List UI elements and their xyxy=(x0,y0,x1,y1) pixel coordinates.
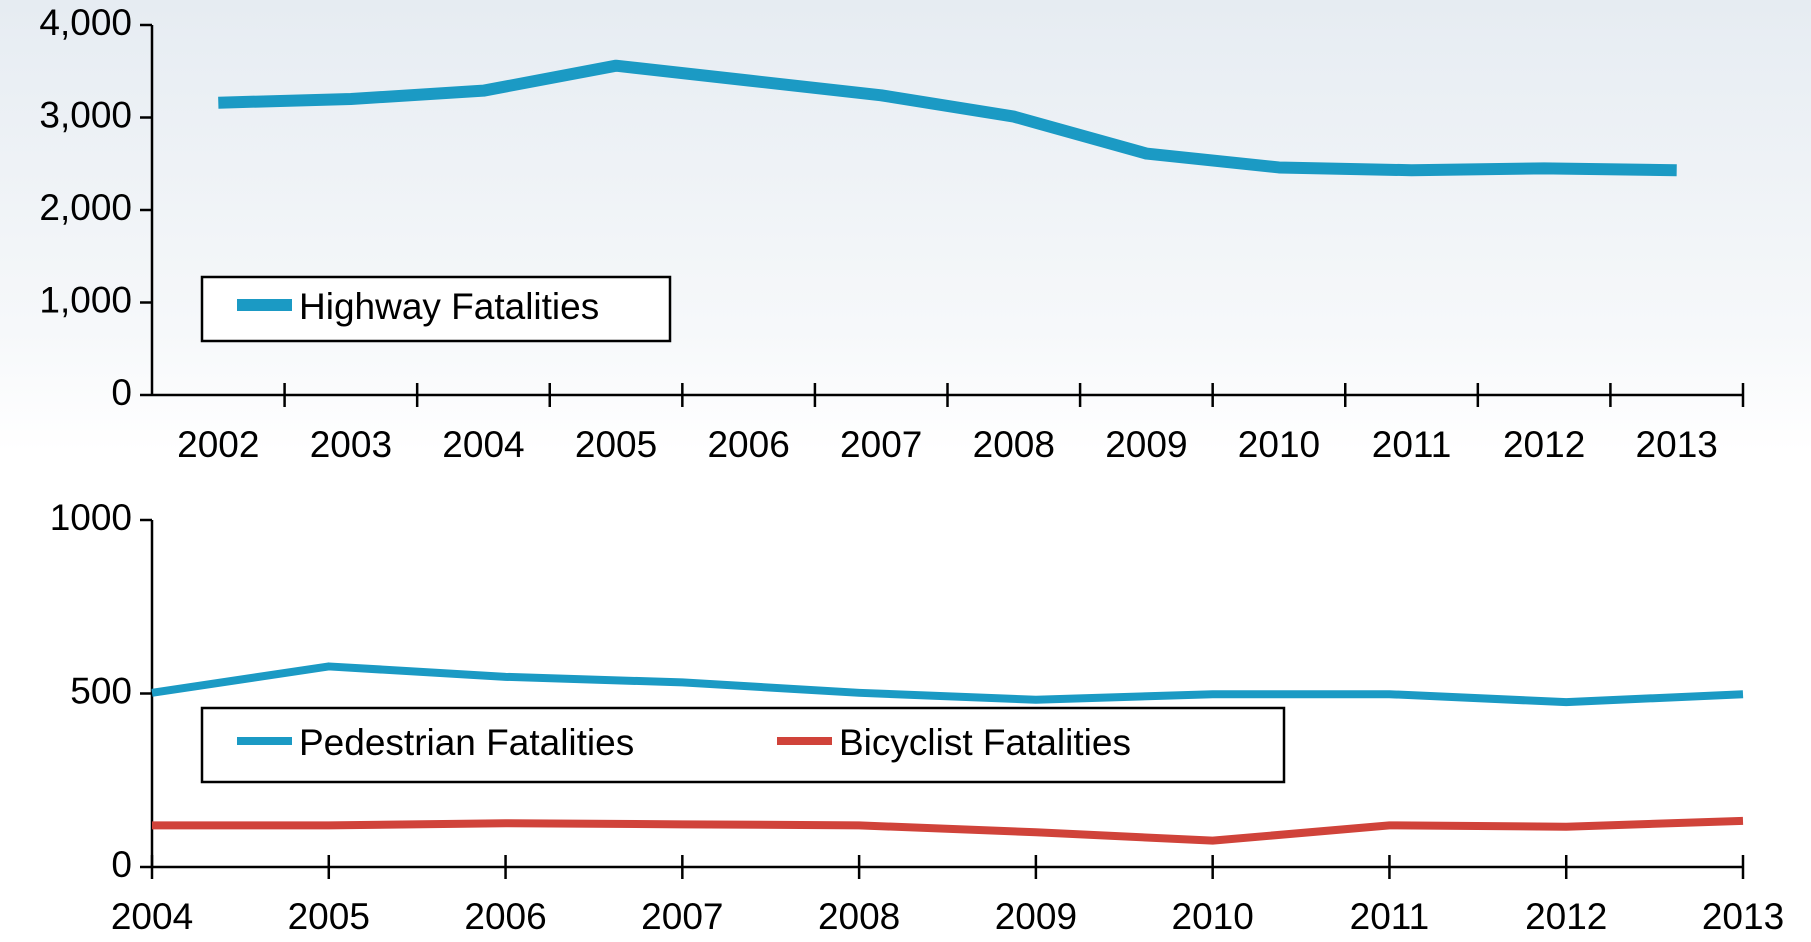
x-tick-label: 2006 xyxy=(707,424,789,465)
y-tick-label: 0 xyxy=(111,844,132,885)
chart: 2002 2003 2004 2005 2006 2007 2008 2009 2010 2011… xyxy=(0,0,1811,942)
y-tick-label: 2,000 xyxy=(39,187,132,228)
x-tick-label: 2004 xyxy=(111,896,193,937)
x-tick-label: 2008 xyxy=(818,896,900,937)
x-tick-label: 2007 xyxy=(840,424,922,465)
y-tick-label: 500 xyxy=(70,670,132,711)
x-tick-label: 2002 xyxy=(177,424,259,465)
x-tick-label: 2005 xyxy=(288,896,370,937)
y-tick-label: 4,000 xyxy=(39,2,132,43)
x-tick-label: 2013 xyxy=(1702,896,1784,937)
x-tick-label: 2004 xyxy=(442,424,524,465)
x-tick-label: 2009 xyxy=(995,896,1077,937)
y-tick-label: 3,000 xyxy=(39,94,132,135)
legend-label: Highway Fatalities xyxy=(299,286,599,327)
x-tick-label: 2011 xyxy=(1372,424,1452,465)
x-tick-label: 2012 xyxy=(1503,424,1585,465)
legend-label: Pedestrian Fatalities xyxy=(299,722,634,763)
series-line xyxy=(152,821,1743,841)
x-tick-label: 2012 xyxy=(1525,896,1607,937)
legend-label: Bicyclist Fatalities xyxy=(839,722,1131,763)
x-tick-label: 2011 xyxy=(1350,896,1430,937)
y-tick-label: 1000 xyxy=(50,497,132,538)
x-tick-label: 2007 xyxy=(641,896,723,937)
y-tick-label: 0 xyxy=(111,372,132,413)
x-tick-label: 2009 xyxy=(1105,424,1187,465)
x-tick-label: 2008 xyxy=(973,424,1055,465)
x-tick-label: 2013 xyxy=(1636,424,1718,465)
y-tick-label: 1,000 xyxy=(39,279,132,320)
x-tick-label: 2003 xyxy=(310,424,392,465)
x-tick-label: 2010 xyxy=(1172,896,1254,937)
x-tick-label: 2006 xyxy=(464,896,546,937)
series-line xyxy=(152,666,1743,702)
x-tick-label: 2010 xyxy=(1238,424,1320,465)
series-line xyxy=(218,66,1676,171)
x-tick-label: 2005 xyxy=(575,424,657,465)
